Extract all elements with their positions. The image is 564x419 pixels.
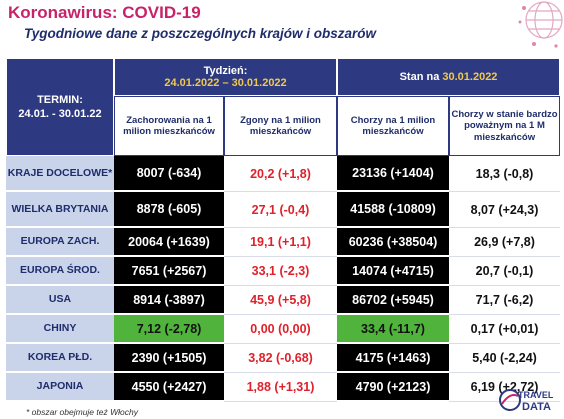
week-header: Tydzień: 24.01.2022 – 30.01.2022	[114, 58, 337, 96]
deaths-cell: 3,82 (-0,68)	[224, 344, 337, 373]
cases-cell: 4550 (+2427)	[114, 373, 224, 402]
sick-cell: 33,4 (-11,7)	[337, 315, 449, 344]
sick-cell: 4175 (+1463)	[337, 344, 449, 373]
logo-swoosh-icon	[501, 394, 519, 405]
table-row: WIELKA BRYTANIA 8878 (-605) 27,1 (-0,4) …	[6, 192, 561, 228]
critical-cell: 5,40 (-2,24)	[449, 344, 561, 373]
cases-cell: 8007 (-634)	[114, 156, 224, 192]
cases-cell: 2390 (+1505)	[114, 344, 224, 373]
status-date: 30.01.2022	[442, 71, 498, 83]
table-row: CHINY 7,12 (-2,78) 0,00 (0,00) 33,4 (-11…	[6, 315, 561, 344]
logo-ring-icon	[499, 389, 521, 411]
termin-dates: 24.01. - 30.01.22	[18, 108, 102, 120]
deaths-cell: 20,2 (+1,8)	[224, 156, 337, 192]
sick-cell: 4790 (+2123)	[337, 373, 449, 402]
travel-data-logo: TRAVEL DATA	[499, 389, 554, 413]
row-label: CHINY	[6, 315, 114, 344]
table-row: JAPONIA 4550 (+2427) 1,88 (+1,31) 4790 (…	[6, 373, 561, 402]
critical-cell: 18,3 (-0,8)	[449, 156, 561, 192]
cases-cell: 7651 (+2567)	[114, 257, 224, 286]
cases-cell: 20064 (+1639)	[114, 228, 224, 257]
col-header-sick: Chorzy na 1 milion mieszkańców	[337, 96, 449, 156]
row-label: EUROPA ŚROD.	[6, 257, 114, 286]
page-title: Koronawirus: COVID-19	[8, 3, 201, 22]
critical-cell: 8,07 (+24,3)	[449, 192, 561, 228]
row-label: JAPONIA	[6, 373, 114, 402]
sick-cell: 14074 (+4715)	[337, 257, 449, 286]
deaths-cell: 19,1 (+1,1)	[224, 228, 337, 257]
row-label: KOREA PŁD.	[6, 344, 114, 373]
termin-label: TERMIN:	[37, 94, 83, 106]
critical-cell: 26,9 (+7,8)	[449, 228, 561, 257]
status-label: Stan na	[399, 71, 443, 83]
cases-cell: 7,12 (-2,78)	[114, 315, 224, 344]
deaths-cell: 27,1 (-0,4)	[224, 192, 337, 228]
covid-data-table: TERMIN: 24.01. - 30.01.22 Tydzień: 24.01…	[6, 58, 561, 402]
globe-decoration-icon	[518, 1, 563, 48]
table-row: KOREA PŁD. 2390 (+1505) 3,82 (-0,68) 417…	[6, 344, 561, 373]
table-row: USA 8914 (-3897) 45,9 (+5,8) 86702 (+594…	[6, 286, 561, 315]
status-header: Stan na 30.01.2022	[337, 58, 561, 96]
col-header-cases: Zachorowania na 1 milion mieszkańców	[114, 96, 224, 156]
sick-cell: 23136 (+1404)	[337, 156, 449, 192]
deaths-cell: 45,9 (+5,8)	[224, 286, 337, 315]
table-row: KRAJE DOCELOWE* 8007 (-634) 20,2 (+1,8) …	[6, 156, 561, 192]
deaths-cell: 0,00 (0,00)	[224, 315, 337, 344]
sick-cell: 60236 (+38504)	[337, 228, 449, 257]
row-label: KRAJE DOCELOWE*	[6, 156, 114, 192]
row-label: EUROPA ZACH.	[6, 228, 114, 257]
sick-cell: 86702 (+5945)	[337, 286, 449, 315]
row-label: USA	[6, 286, 114, 315]
termin-header: TERMIN: 24.01. - 30.01.22	[6, 58, 114, 156]
table-row: EUROPA ŚROD. 7651 (+2567) 33,1 (-2,3) 14…	[6, 257, 561, 286]
cases-cell: 8914 (-3897)	[114, 286, 224, 315]
deaths-cell: 33,1 (-2,3)	[224, 257, 337, 286]
week-label: Tydzień:	[203, 65, 248, 77]
cases-cell: 8878 (-605)	[114, 192, 224, 228]
critical-cell: 0,17 (+0,01)	[449, 315, 561, 344]
logo-text-line2: DATA	[522, 401, 551, 413]
week-dates: 24.01.2022 – 30.01.2022	[164, 77, 287, 89]
col-header-critical: Chorzy w stanie bardzo poważnym na 1 M m…	[449, 96, 561, 156]
critical-cell: 71,7 (-6,2)	[449, 286, 561, 315]
deaths-cell: 1,88 (+1,31)	[224, 373, 337, 402]
table-row: EUROPA ZACH. 20064 (+1639) 19,1 (+1,1) 6…	[6, 228, 561, 257]
page-subtitle: Tygodniowe dane z poszczególnych krajów …	[24, 26, 377, 41]
sick-cell: 41588 (-10809)	[337, 192, 449, 228]
critical-cell: 20,7 (-0,1)	[449, 257, 561, 286]
logo-text-line1: TRAVEL	[518, 390, 554, 400]
footnote: * obszar obejmuje też Włochy	[26, 407, 138, 417]
row-label: WIELKA BRYTANIA	[6, 192, 114, 228]
col-header-deaths: Zgony na 1 milion mieszkańców	[224, 96, 337, 156]
